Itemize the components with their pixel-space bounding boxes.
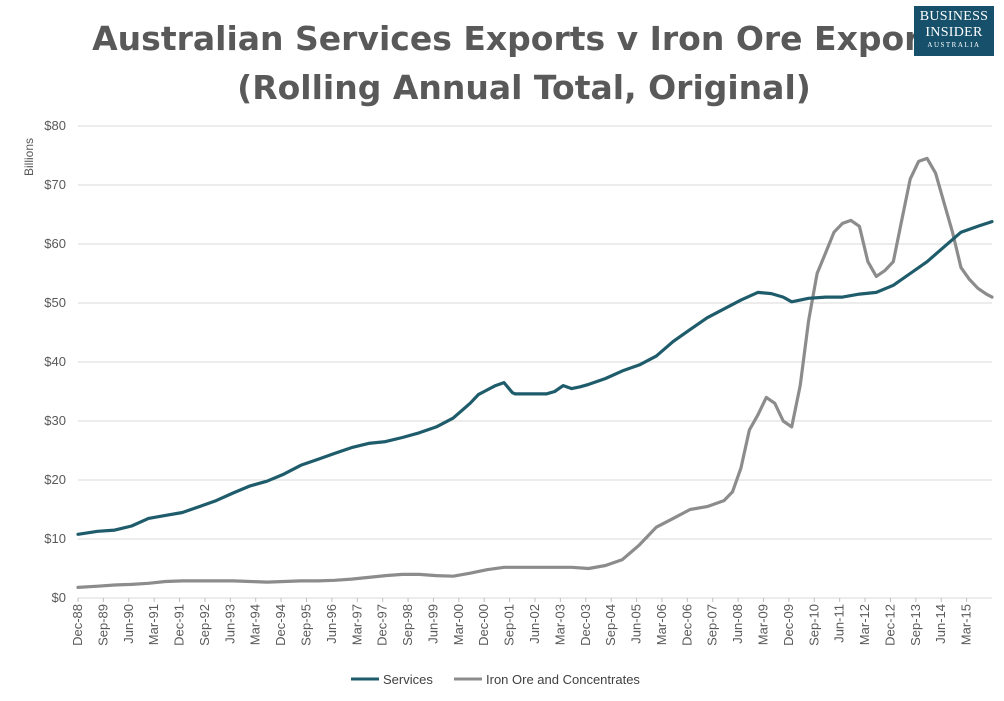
x-tick-label: Dec-09: [781, 604, 796, 646]
legend-label-services: Services: [383, 672, 433, 687]
x-tick-layer: Dec-88 Sep-89 Jun-90 Mar-91 Dec-91 Sep-92 Jun-…: [70, 598, 974, 646]
x-tick-label: Jun-93: [222, 604, 237, 644]
x-tick-label: Jun-96: [324, 604, 339, 644]
x-tick-label: Dec-06: [679, 604, 694, 646]
y-tick-label: $20: [44, 472, 66, 487]
chart-title-line-1: Australian Services Exports v Iron Ore E…: [92, 19, 956, 58]
x-tick-label: Sep-07: [705, 604, 720, 646]
x-tick-label: Dec-03: [578, 604, 593, 646]
x-tick-label: Dec-12: [882, 604, 897, 646]
x-tick-label: Mar-94: [248, 604, 263, 645]
x-tick-label: Jun-02: [527, 604, 542, 644]
x-tick-label: Sep-13: [908, 604, 923, 646]
x-tick-label: Dec-00: [476, 604, 491, 646]
logo-line-3: AUSTRALIA: [927, 41, 981, 49]
business-insider-logo: BUSINESS INSIDER AUSTRALIA: [914, 6, 994, 56]
x-tick-label: Jun-08: [730, 604, 745, 644]
legend-label-iron-ore: Iron Ore and Concentrates: [486, 672, 640, 687]
x-tick-label: Dec-91: [172, 604, 187, 646]
x-tick-label: Mar-12: [857, 604, 872, 645]
x-tick-label: Mar-06: [654, 604, 669, 645]
x-tick-label: Sep-04: [603, 604, 618, 646]
x-tick-label: Jun-11: [832, 604, 847, 643]
y-tick-label: $0: [52, 590, 66, 605]
x-tick-label: Jun-14: [933, 604, 948, 644]
x-tick-label: Sep-89: [95, 604, 110, 646]
x-tick-label: Sep-01: [502, 604, 517, 646]
x-tick-label: Mar-97: [349, 604, 364, 645]
x-tick-label: Mar-15: [959, 604, 974, 645]
x-tick-label: Jun-90: [121, 604, 136, 644]
x-tick-label: Mar-91: [146, 604, 161, 645]
x-tick-label: Sep-95: [299, 604, 314, 646]
x-tick-label: Dec-94: [273, 604, 288, 646]
x-tick-label: Mar-00: [451, 604, 466, 645]
x-tick-label: Sep-98: [400, 604, 415, 646]
y-tick-label: $40: [44, 354, 66, 369]
y-tick-label: $30: [44, 413, 66, 428]
x-tick-label: Jun-99: [425, 604, 440, 644]
x-tick-label: Mar-03: [552, 604, 567, 645]
series-layer: [76, 156, 994, 590]
y-tick-label: $70: [44, 177, 66, 192]
series-line-iron-ore-and-concentrates: [76, 156, 994, 590]
y-tick-label: $10: [44, 531, 66, 546]
series-line-services: [76, 220, 994, 536]
x-tick-label: Sep-92: [197, 604, 212, 646]
x-tick-label: Dec-88: [70, 604, 85, 646]
legend: Services Iron Ore and Concentrates: [351, 672, 640, 687]
logo-line-1: BUSINESS: [919, 9, 989, 24]
y-tick-label: $80: [44, 118, 66, 133]
grid-layer: [78, 125, 992, 599]
x-tick-label: Sep-10: [806, 604, 821, 646]
logo-line-2: INSIDER: [925, 25, 983, 40]
y-axis-label: Billions: [22, 138, 36, 176]
chart-title-line-2: (Rolling Annual Total, Original): [237, 68, 811, 107]
y-tick-label: $50: [44, 295, 66, 310]
x-tick-label: Dec-97: [375, 604, 390, 646]
y-tick-label: $60: [44, 236, 66, 251]
y-tick-layer: $0 $10 $20 $30 $40 $50 $60 $70 $80: [44, 118, 66, 605]
x-tick-label: Jun-05: [629, 604, 644, 644]
x-tick-label: Mar-09: [756, 604, 771, 645]
